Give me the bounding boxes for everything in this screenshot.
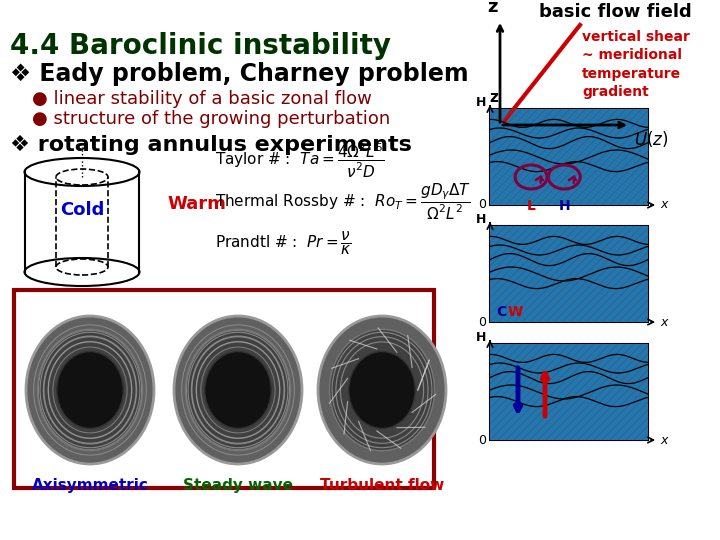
Text: H: H bbox=[559, 199, 570, 213]
Ellipse shape bbox=[57, 352, 123, 428]
Text: x: x bbox=[660, 434, 667, 447]
Text: basic flow field: basic flow field bbox=[539, 3, 691, 21]
Text: W: W bbox=[508, 305, 523, 319]
Text: Axisymmetric: Axisymmetric bbox=[32, 478, 148, 493]
Text: Prandtl $\#$ :  $Pr = \dfrac{\nu}{\kappa}$: Prandtl $\#$ : $Pr = \dfrac{\nu}{\kappa}… bbox=[215, 230, 352, 257]
Text: $U(z)$: $U(z)$ bbox=[634, 129, 668, 149]
Text: ● linear stability of a basic zonal flow: ● linear stability of a basic zonal flow bbox=[32, 90, 372, 108]
Text: Taylor $\#$ :  $Ta = \dfrac{4\Omega^2 L^5}{\nu^2 D}$: Taylor $\#$ : $Ta = \dfrac{4\Omega^2 L^5… bbox=[215, 142, 385, 180]
Text: C: C bbox=[496, 305, 506, 319]
Ellipse shape bbox=[204, 352, 271, 428]
Text: Thermal Rossby $\#$ :  $Ro_T = \dfrac{g D_\gamma \Delta T}{\Omega^2 L^2}$: Thermal Rossby $\#$ : $Ro_T = \dfrac{g D… bbox=[215, 182, 472, 222]
Text: 0: 0 bbox=[478, 315, 486, 328]
Text: 0: 0 bbox=[478, 199, 486, 212]
Text: ❖ rotating annulus experiments: ❖ rotating annulus experiments bbox=[10, 135, 412, 155]
Ellipse shape bbox=[330, 329, 434, 451]
Text: vertical shear
~ meridional
temperature
gradient: vertical shear ~ meridional temperature … bbox=[582, 30, 690, 99]
Text: x: x bbox=[660, 315, 667, 328]
Text: H: H bbox=[476, 96, 486, 109]
Text: ❖ Eady problem, Charney problem: ❖ Eady problem, Charney problem bbox=[10, 62, 469, 86]
Text: z: z bbox=[487, 0, 498, 16]
Ellipse shape bbox=[37, 329, 143, 451]
Ellipse shape bbox=[186, 329, 290, 451]
Bar bbox=[490, 109, 648, 205]
Text: ● structure of the growing perturbation: ● structure of the growing perturbation bbox=[32, 110, 390, 128]
Bar bbox=[490, 344, 648, 440]
Text: Steady wave: Steady wave bbox=[183, 478, 293, 493]
Text: Warm: Warm bbox=[167, 195, 226, 213]
Text: Cold: Cold bbox=[60, 201, 104, 219]
Text: 0: 0 bbox=[478, 434, 486, 447]
Bar bbox=[490, 344, 648, 440]
Ellipse shape bbox=[318, 316, 446, 464]
Bar bbox=[14, 290, 434, 488]
Text: 4.4 Baroclinic instability: 4.4 Baroclinic instability bbox=[10, 32, 391, 60]
Text: H: H bbox=[476, 213, 486, 226]
Text: z: z bbox=[490, 90, 498, 105]
Text: L: L bbox=[526, 199, 536, 213]
Text: H: H bbox=[476, 331, 486, 344]
Text: x: x bbox=[660, 199, 667, 212]
Bar bbox=[490, 226, 648, 322]
Text: Turbulent flow: Turbulent flow bbox=[320, 478, 444, 493]
Bar bbox=[490, 226, 648, 322]
Bar bbox=[490, 109, 648, 205]
Ellipse shape bbox=[348, 352, 415, 428]
Ellipse shape bbox=[26, 316, 154, 464]
Ellipse shape bbox=[174, 316, 302, 464]
